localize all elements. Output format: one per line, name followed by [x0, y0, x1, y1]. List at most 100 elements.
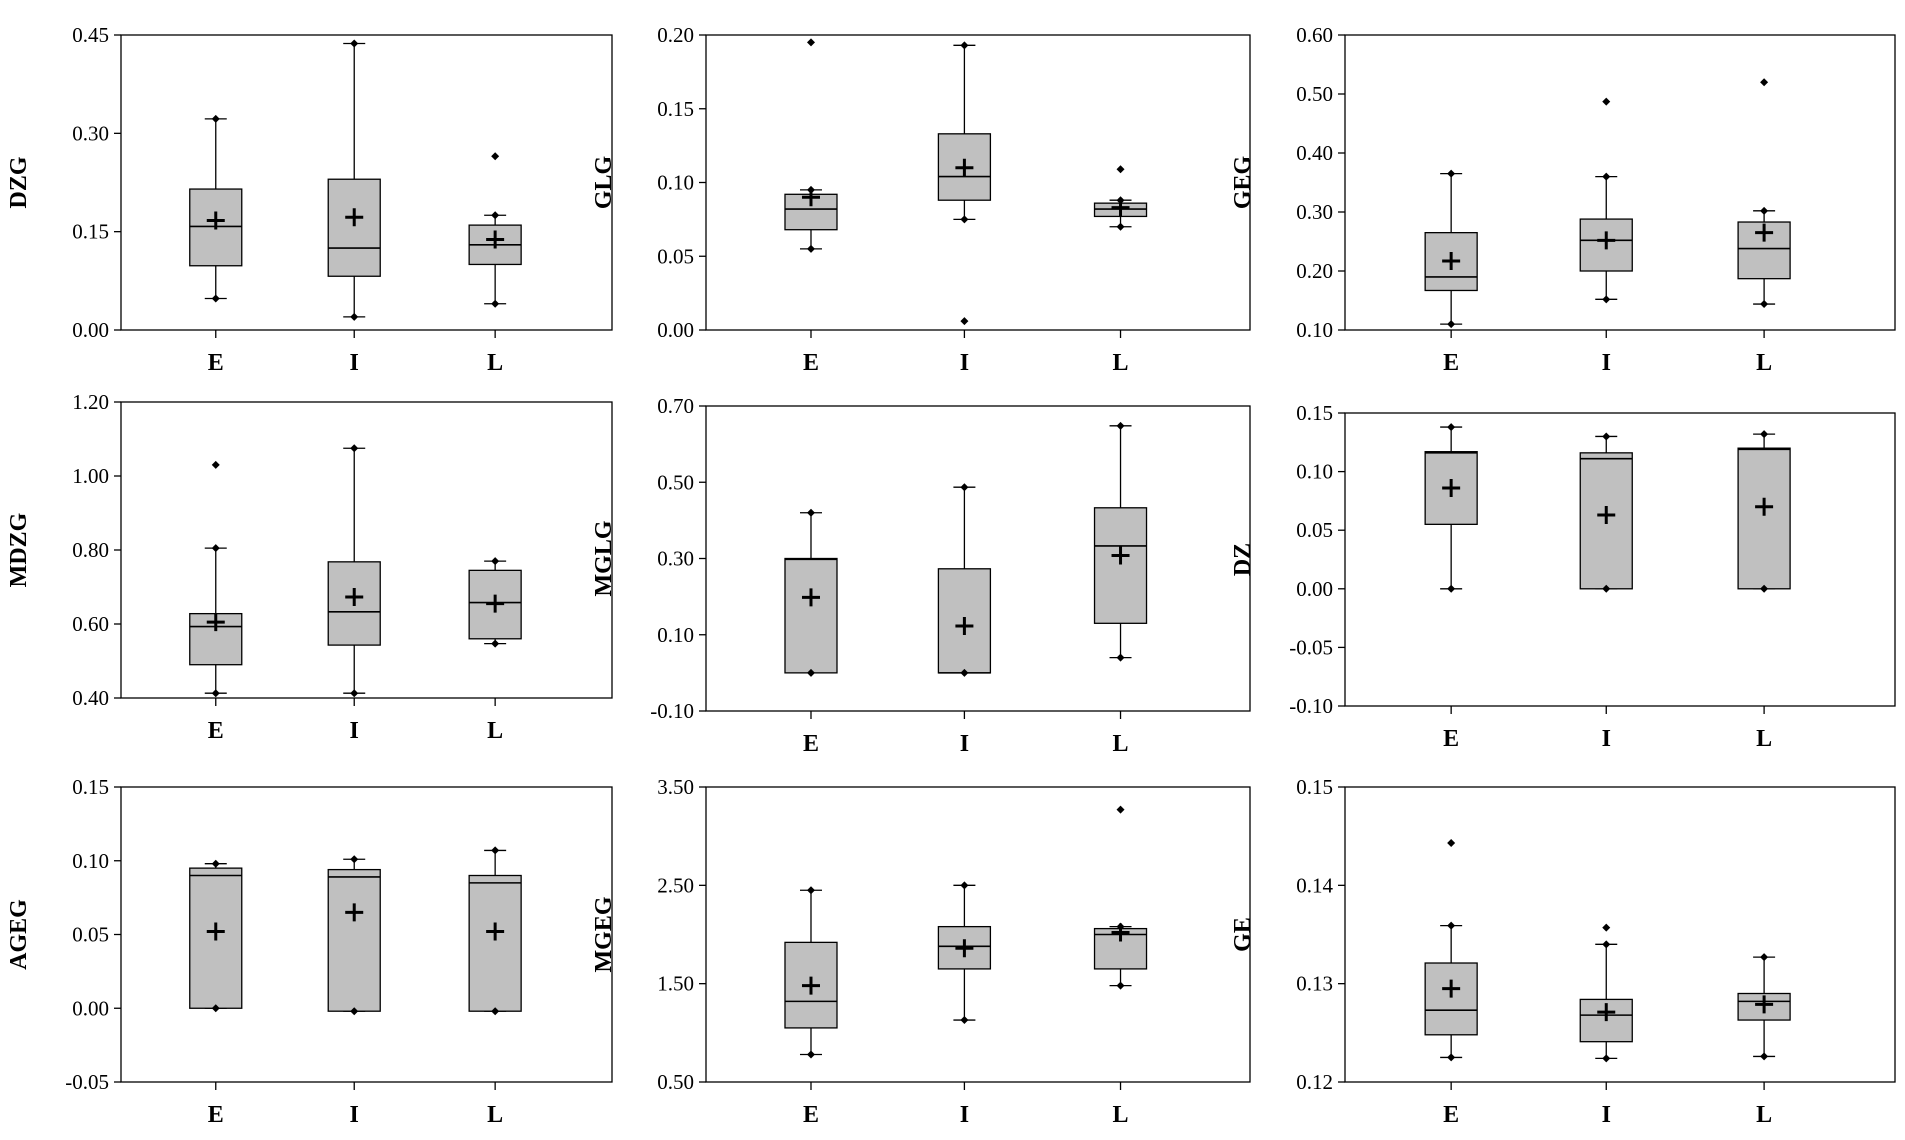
x-category-label: L — [487, 1102, 503, 1128]
y-tick-label: 0.15 — [657, 97, 694, 121]
x-category-label: E — [1443, 350, 1459, 376]
iqr-box — [1093, 507, 1148, 624]
whisker-end-marker — [1116, 421, 1125, 430]
whisker-end-marker — [1447, 921, 1456, 930]
x-category-label: L — [1756, 350, 1772, 376]
plot-frame — [120, 34, 613, 331]
whisker-end-marker — [350, 39, 359, 48]
y-tick-label: 0.10 — [72, 849, 109, 873]
y-tick-label: -0.05 — [1289, 635, 1333, 659]
mean-marker — [206, 613, 225, 632]
y-tick-label: 3.50 — [657, 775, 694, 799]
whisker-end-marker — [1760, 584, 1769, 593]
box-ageg-e: E — [189, 859, 243, 1128]
x-category-label: L — [1756, 726, 1772, 752]
y-tick-label: 0.40 — [72, 686, 109, 710]
mean-marker — [486, 594, 505, 613]
y-tick-label: 0.13 — [1296, 972, 1333, 996]
whisker-end-marker — [1447, 1053, 1456, 1062]
x-category-label: E — [208, 350, 224, 376]
x-category-label: I — [350, 1102, 359, 1128]
whisker-end-marker — [1602, 432, 1611, 441]
plot-frame — [1344, 412, 1896, 707]
mean-marker — [486, 922, 505, 941]
y-tick-label: 0.30 — [1296, 200, 1333, 224]
whisker-end-marker — [1447, 584, 1456, 593]
iqr-box — [784, 557, 838, 674]
box-mgeg-l: L — [1093, 805, 1148, 1128]
plot-frame — [1344, 34, 1896, 331]
iqr-box — [1737, 447, 1791, 590]
y-tick-label: 0.50 — [1296, 82, 1333, 106]
whisker-end-marker — [350, 855, 359, 864]
outlier-point — [1760, 78, 1769, 87]
box-ageg-i: I — [327, 855, 381, 1128]
box-dz-e: E — [1424, 423, 1478, 752]
mean-marker — [801, 976, 820, 995]
whisker-end-marker — [1116, 981, 1125, 990]
mean-marker — [1597, 505, 1616, 524]
y-tick-label: 0.20 — [1296, 259, 1333, 283]
x-category-label: L — [1113, 350, 1129, 376]
x-category-label: E — [803, 731, 819, 757]
y-tick-label: 0.40 — [1296, 141, 1333, 165]
mean-marker — [1597, 231, 1616, 250]
whisker-end-marker — [1602, 295, 1611, 304]
panel-mgeg: 0.50 1.50 2.50 3.50 MGEG E I L — [591, 775, 1251, 1128]
whisker-end-marker — [350, 312, 359, 321]
y-tick-label: 0.60 — [72, 612, 109, 636]
whisker-end-marker — [350, 444, 359, 453]
box-mgeg-e: E — [784, 886, 838, 1128]
y-tick-label: 0.45 — [72, 23, 109, 47]
whisker-end-marker — [1447, 423, 1456, 432]
whisker-end-marker — [960, 881, 969, 890]
x-category-label: E — [208, 1102, 224, 1128]
iqr-box — [327, 868, 381, 1012]
mean-marker — [801, 588, 820, 607]
x-category-label: E — [1443, 726, 1459, 752]
whisker-end-marker — [1760, 953, 1769, 962]
mean-marker — [206, 211, 225, 230]
whisker-end-marker — [211, 544, 220, 553]
y-tick-label: 1.00 — [72, 464, 109, 488]
y-tick-label: 0.50 — [657, 470, 694, 494]
whisker-end-marker — [211, 294, 220, 303]
box-glg-l: L — [1093, 165, 1148, 376]
whisker-end-marker — [1760, 300, 1769, 309]
x-category-label: L — [1113, 1102, 1129, 1128]
box-geg-l: L — [1737, 78, 1791, 376]
outlier-point — [1447, 839, 1456, 848]
mean-marker — [1111, 923, 1130, 942]
x-category-label: I — [960, 1102, 969, 1128]
panel-ageg: -0.05 0.00 0.05 0.10 0.15 AGEG E I L — [6, 775, 613, 1128]
mean-marker — [801, 188, 820, 207]
whisker-end-marker — [1602, 1054, 1611, 1063]
outlier-point — [1116, 165, 1125, 174]
mean-marker — [206, 922, 225, 941]
panel-mdzg: 0.40 0.60 0.80 1.00 1.20 MDZG E I L — [6, 390, 613, 744]
y-tick-label: 0.15 — [1296, 401, 1333, 425]
x-category-label: E — [1443, 1102, 1459, 1128]
whisker-end-marker — [491, 557, 500, 566]
y-axis-title: MGEG — [591, 896, 617, 972]
mean-marker — [1755, 497, 1774, 516]
x-category-label: L — [1113, 731, 1129, 757]
box-glg-i: I — [937, 41, 992, 376]
box-dz-l: L — [1737, 430, 1791, 752]
y-tick-label: -0.05 — [65, 1070, 109, 1094]
y-tick-label: 0.00 — [72, 996, 109, 1020]
whisker-end-marker — [806, 668, 815, 677]
x-category-label: I — [350, 350, 359, 376]
mean-marker — [955, 939, 974, 958]
y-tick-label: 0.20 — [657, 23, 694, 47]
x-category-label: I — [350, 718, 359, 744]
x-category-label: I — [1602, 1102, 1611, 1128]
box-ge-l: L — [1737, 953, 1791, 1128]
panel-ge: 0.12 0.13 0.14 0.15 GE E I L — [1230, 775, 1896, 1128]
iqr-box — [327, 178, 381, 277]
whisker-end-marker — [806, 508, 815, 517]
whisker-end-marker — [960, 215, 969, 224]
y-tick-label: 0.10 — [1296, 460, 1333, 484]
box-ageg-l: L — [468, 846, 522, 1128]
mean-marker — [1755, 995, 1774, 1014]
